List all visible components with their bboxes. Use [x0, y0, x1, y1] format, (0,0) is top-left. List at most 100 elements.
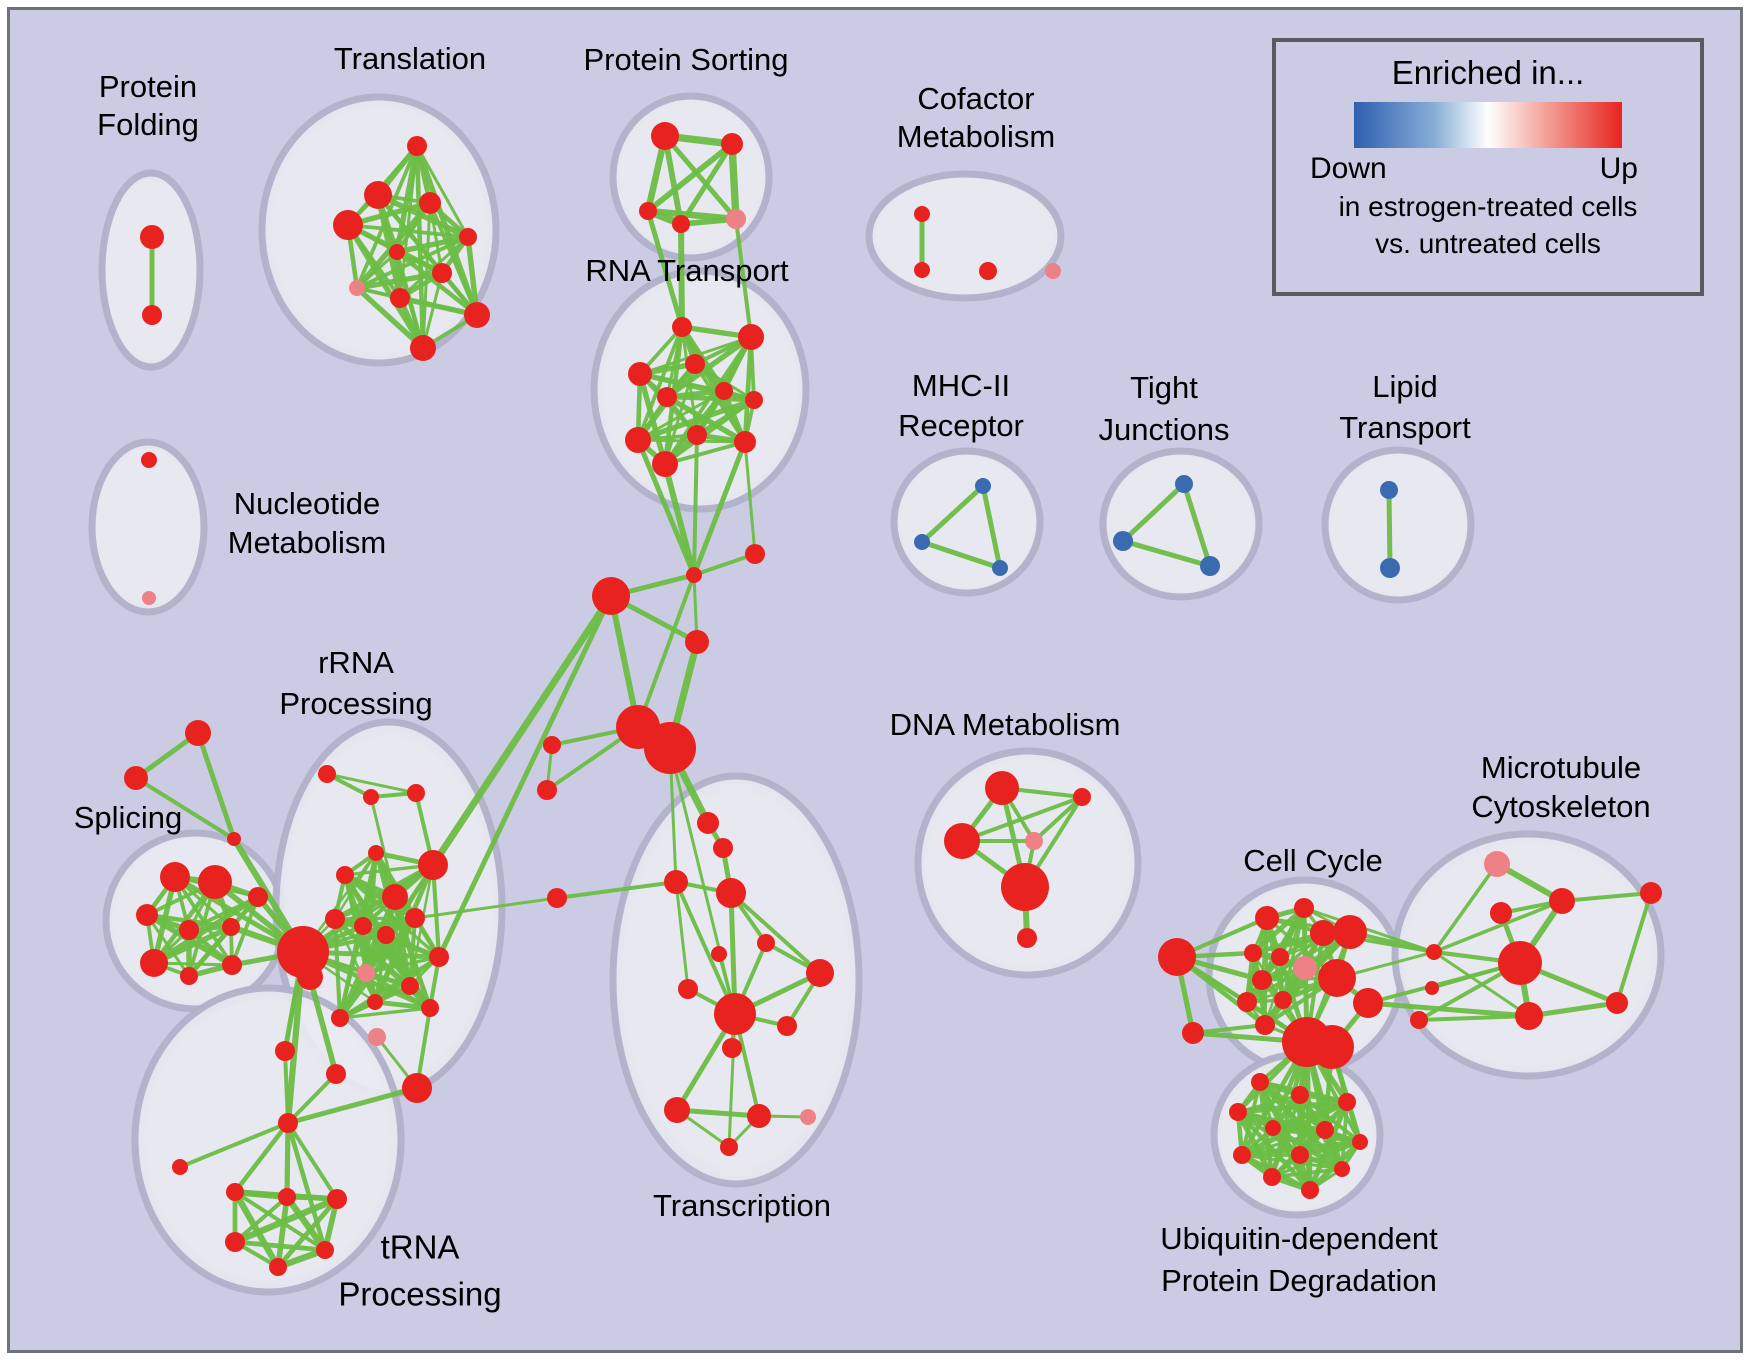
- edge: [728, 143, 740, 220]
- edge: [465, 236, 480, 316]
- node-R8: [382, 884, 408, 910]
- node-U2: [1291, 1086, 1309, 1104]
- node-TD10: [806, 959, 834, 987]
- edge: [694, 362, 755, 402]
- edge: [693, 552, 756, 577]
- cluster-label-transcription: Transcription: [653, 1188, 831, 1223]
- edge: [1367, 1000, 1530, 1019]
- node-MT4: [1410, 1011, 1428, 1029]
- edge: [663, 134, 738, 221]
- node-SP9: [248, 887, 268, 907]
- node-R19: [331, 1009, 349, 1027]
- cluster-label-cofactor-metabolism: Cofactor Metabolism: [897, 81, 1056, 154]
- node-CCB: [1182, 1022, 1204, 1044]
- edge: [285, 1122, 328, 1251]
- edge: [742, 336, 754, 443]
- edge: [284, 1195, 328, 1252]
- edge: [195, 732, 237, 840]
- edge: [1418, 1014, 1530, 1022]
- node-U11: [1263, 1168, 1281, 1186]
- node-C6: [1271, 948, 1289, 966]
- edge: [415, 145, 470, 238]
- edge: [355, 250, 399, 290]
- node-C11: [1274, 991, 1292, 1009]
- node-TD2: [537, 780, 557, 800]
- node-D1: [985, 771, 1019, 805]
- node-X2: [686, 567, 702, 583]
- edge: [345, 223, 426, 350]
- edge: [664, 440, 746, 466]
- edge: [283, 1050, 290, 1124]
- edge: [275, 1196, 290, 1268]
- edge: [636, 326, 684, 441]
- node-MT6: [1606, 992, 1628, 1014]
- edge: [369, 796, 397, 898]
- node-SP2: [198, 865, 232, 899]
- node-RT1: [672, 317, 692, 337]
- edge: [693, 362, 747, 444]
- edge: [636, 574, 696, 728]
- node-CM3: [979, 262, 997, 280]
- node-R17: [367, 994, 383, 1010]
- node-C8: [1318, 959, 1356, 997]
- cluster-ellipse-cofactor-metabolism: [865, 170, 1065, 302]
- node-RT5: [657, 387, 677, 407]
- edge: [233, 1195, 289, 1244]
- node-X4: [685, 630, 709, 654]
- node-RT10: [734, 431, 756, 453]
- node-SP6: [140, 949, 168, 977]
- node-T9: [390, 288, 410, 308]
- edge: [645, 210, 685, 328]
- node-U8: [1233, 1146, 1251, 1164]
- node-T6: [389, 244, 405, 260]
- legend-subtitle-line1: in estrogen-treated cells: [1338, 191, 1638, 222]
- cluster-ellipse-nucleotide-metabolism: [88, 438, 208, 616]
- node-U7: [1352, 1134, 1368, 1150]
- edge: [1386, 489, 1393, 569]
- node-R14: [429, 947, 449, 967]
- node-R12: [377, 926, 395, 944]
- node-SP1: [160, 862, 190, 892]
- node-R1: [318, 765, 336, 783]
- edge: [1032, 795, 1084, 843]
- node-TJ1: [1175, 475, 1193, 493]
- node-T5: [459, 228, 477, 246]
- node-MT5: [1515, 1002, 1543, 1030]
- cluster-label-translation: Translation: [334, 41, 486, 76]
- cluster-ellipse-mhc-ii-receptor: [890, 447, 1044, 597]
- edge: [286, 1072, 338, 1125]
- node-T10: [464, 302, 490, 328]
- node-M3: [992, 560, 1008, 576]
- legend-subtitle-line2: vs. untreated cells: [1375, 228, 1601, 259]
- node-LT1: [1380, 481, 1398, 499]
- edge: [678, 223, 685, 328]
- node-S3: [227, 832, 241, 846]
- node-RT4: [628, 362, 652, 386]
- edge: [1528, 1000, 1618, 1019]
- node-TD8: [711, 946, 727, 962]
- node-U10: [1334, 1161, 1350, 1177]
- node-T4: [333, 210, 363, 240]
- edge: [691, 441, 748, 576]
- node-U1: [1251, 1073, 1269, 1091]
- node-C4: [1333, 915, 1367, 949]
- node-PS3: [639, 202, 657, 220]
- node-TN6: [316, 1241, 334, 1259]
- node-R16: [401, 977, 419, 995]
- node-T7: [432, 263, 452, 283]
- node-C9: [1252, 970, 1272, 990]
- edge: [430, 864, 442, 958]
- node-PS4: [672, 215, 690, 233]
- node-S1: [185, 720, 211, 746]
- node-NM2: [142, 591, 156, 605]
- edge: [1192, 1023, 1266, 1035]
- node-MB: [1498, 941, 1542, 985]
- node-CH2: [1310, 1025, 1354, 1069]
- node-R2: [363, 789, 379, 805]
- edge: [396, 234, 469, 255]
- node-MT2: [1490, 902, 1512, 924]
- edge: [343, 872, 417, 921]
- node-TN3: [278, 1188, 296, 1206]
